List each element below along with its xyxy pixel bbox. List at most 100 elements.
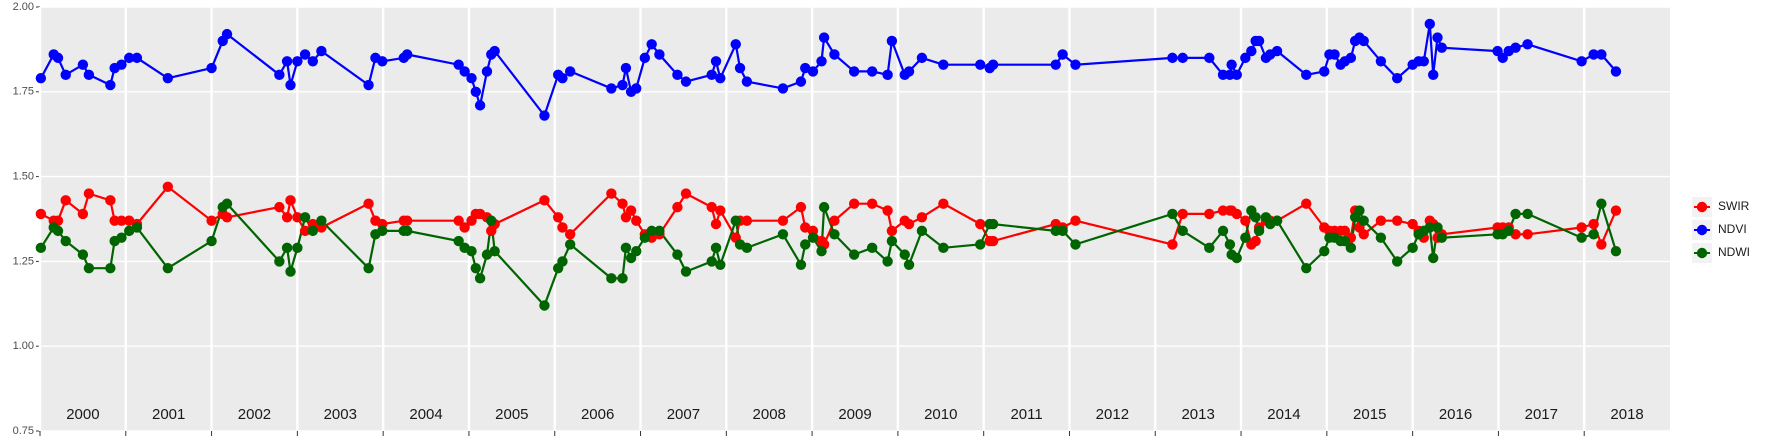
data-point [307, 225, 319, 237]
data-point [1407, 242, 1418, 254]
data-point [795, 201, 807, 213]
data-point [680, 76, 692, 87]
data-point [206, 215, 217, 226]
data-point [1177, 208, 1188, 220]
y-tick-label: 0.75 [13, 425, 34, 437]
data-point [35, 73, 47, 84]
data-point [1358, 35, 1369, 47]
data-point [886, 235, 898, 247]
data-point [486, 215, 497, 226]
data-point [1576, 222, 1587, 233]
data-point [162, 181, 174, 192]
data-point [539, 300, 550, 311]
data-point [1224, 239, 1236, 250]
data-point [105, 79, 116, 91]
data-point [470, 262, 482, 274]
data-point [848, 249, 860, 260]
data-point [975, 218, 986, 230]
data-point [1596, 49, 1607, 60]
data-point [285, 195, 296, 206]
data-point [1576, 56, 1587, 67]
data-point [221, 198, 233, 209]
data-point [1231, 252, 1242, 264]
data-point [886, 35, 898, 47]
y-tick-label: 1.25 [13, 255, 34, 267]
data-point [60, 69, 71, 81]
data-point [281, 56, 293, 67]
data-point [818, 32, 830, 43]
data-point [316, 215, 327, 226]
data-point [903, 218, 915, 230]
data-point [470, 86, 482, 98]
data-point [299, 212, 311, 223]
data-point [777, 83, 789, 94]
data-point [1177, 52, 1188, 64]
data-point [654, 49, 665, 60]
data-point [680, 188, 692, 199]
data-point [1271, 45, 1283, 57]
data-point [299, 49, 311, 60]
data-point [829, 215, 840, 226]
data-point [1057, 225, 1068, 237]
data-point [316, 45, 327, 57]
data-point [1428, 69, 1439, 81]
data-point [539, 110, 550, 121]
x-tick-label: 2011 [1010, 406, 1042, 423]
data-point [1428, 252, 1439, 264]
data-point [646, 225, 657, 237]
data-point [710, 242, 722, 254]
x-tick-label: 2001 [152, 406, 185, 423]
data-point [162, 262, 174, 274]
data-point [741, 215, 753, 226]
data-point [35, 242, 47, 254]
legend-label: NDVI [1718, 222, 1747, 236]
data-point [741, 242, 753, 254]
data-point [1358, 229, 1369, 240]
data-point [1070, 59, 1081, 70]
data-point [1246, 45, 1257, 57]
data-point [777, 229, 789, 240]
data-point [1050, 59, 1061, 70]
data-point [903, 259, 915, 270]
x-tick-label: 2003 [324, 406, 357, 423]
data-point [1522, 39, 1533, 50]
data-point [307, 56, 319, 67]
data-point [105, 195, 116, 206]
data-point [1610, 66, 1622, 77]
data-point [1070, 239, 1081, 250]
data-point [1226, 59, 1237, 70]
data-point [292, 212, 303, 223]
data-point [706, 256, 717, 267]
data-point [292, 242, 303, 254]
data-point [987, 218, 999, 230]
data-point [1177, 225, 1188, 237]
data-point [221, 212, 233, 223]
x-tick-label: 2013 [1181, 406, 1214, 423]
data-point [377, 225, 388, 237]
data-point [77, 249, 89, 260]
data-point [274, 256, 285, 267]
data-point [848, 66, 860, 77]
data-point [83, 69, 95, 81]
data-point [646, 39, 657, 50]
data-point [777, 215, 789, 226]
data-point [617, 198, 628, 209]
data-point [52, 225, 64, 237]
data-point [672, 69, 683, 81]
data-point [116, 215, 127, 226]
data-point [1204, 52, 1215, 64]
data-point [564, 239, 576, 250]
data-point [1436, 42, 1448, 53]
data-point [1576, 232, 1587, 243]
data-point [377, 56, 388, 67]
data-point [552, 212, 564, 223]
data-point [206, 235, 217, 247]
data-point [1301, 198, 1312, 209]
data-point [672, 201, 683, 213]
data-point [606, 273, 617, 284]
data-point [401, 225, 413, 237]
data-point [1596, 198, 1607, 209]
data-point [401, 215, 413, 226]
data-point [938, 59, 949, 70]
x-tick-label: 2014 [1267, 406, 1300, 423]
